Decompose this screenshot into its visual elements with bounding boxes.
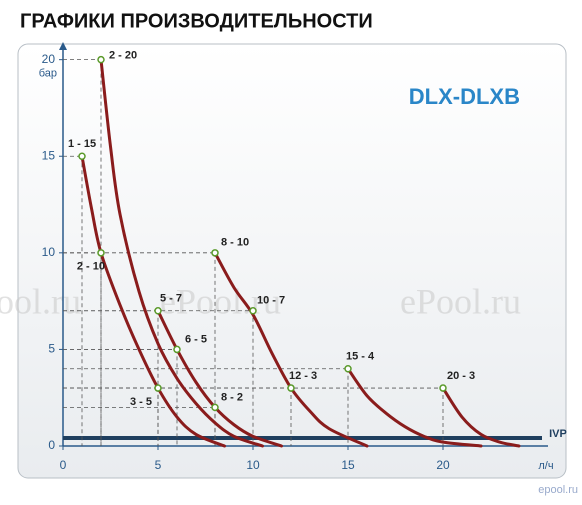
- curve: [99, 58, 264, 448]
- y-axis-label: бар: [39, 68, 57, 80]
- point-label: 10 - 7: [257, 295, 285, 307]
- y-tick-label: 5: [48, 342, 55, 356]
- x-tick-label: 10: [246, 458, 260, 472]
- point: [97, 55, 105, 64]
- curve: [441, 386, 521, 448]
- point: [78, 152, 86, 160]
- curve: [80, 154, 226, 448]
- baseline-label: IVP: [549, 428, 567, 440]
- point: [97, 249, 105, 257]
- point: [211, 403, 219, 412]
- y-tick-label: 10: [42, 245, 56, 259]
- y-tick-label: 20: [42, 52, 56, 66]
- watermarks: ePool.ru ePool.ru ePool.ru: [0, 281, 521, 321]
- plot-frame: [17, 43, 567, 479]
- point-label: 20 - 3: [447, 370, 475, 382]
- curve: [346, 367, 483, 448]
- y-tick-label: 0: [48, 438, 55, 452]
- point-label: 6 - 5: [185, 333, 207, 345]
- point: [154, 384, 162, 392]
- point: [211, 249, 219, 257]
- curve: [213, 251, 369, 448]
- y-axis-arrow: [59, 42, 67, 50]
- point: [173, 345, 181, 354]
- point-label: 2 - 10: [77, 261, 105, 273]
- x-tick-label: 5: [155, 458, 162, 472]
- watermark: ePool.ru: [400, 281, 521, 321]
- point: [287, 384, 295, 392]
- point-label: 15 - 4: [346, 351, 375, 363]
- watermark: ePool.ru: [160, 281, 281, 321]
- model-label: DLX-DLXB: [409, 84, 520, 109]
- corner-watermark: epool.ru: [538, 484, 578, 496]
- point: [344, 364, 352, 373]
- point-label: 5 - 7: [160, 293, 182, 305]
- point-label: 2 - 20: [109, 50, 137, 62]
- x-axis-label: л/ч: [538, 460, 553, 472]
- point-label: 1 - 15: [68, 138, 96, 150]
- point: [154, 307, 162, 315]
- point-label: 12 - 3: [289, 370, 317, 382]
- chart-title: ГРАФИКИ ПРОИЗВОДИТЕЛЬНОСТИ: [20, 10, 373, 32]
- point-label: 8 - 10: [221, 237, 249, 249]
- point-label: 8 - 2: [221, 391, 243, 403]
- x-tick-label: 0: [60, 458, 67, 472]
- x-tick-label: 20: [436, 458, 450, 472]
- watermark: ePool.ru: [0, 281, 81, 321]
- point: [439, 384, 447, 392]
- x-tick-label: 15: [341, 458, 355, 472]
- point-label: 3 - 5: [130, 396, 152, 408]
- point: [249, 307, 257, 315]
- y-tick-label: 15: [42, 148, 56, 162]
